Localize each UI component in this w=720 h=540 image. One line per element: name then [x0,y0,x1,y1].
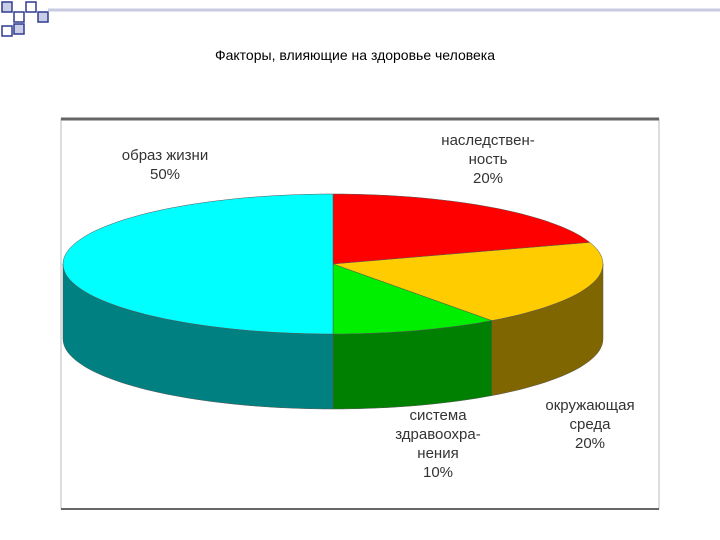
slice-label: образ жизни [122,147,208,164]
slice-value-label: 10% [423,464,453,481]
pie-slice [332,193,591,265]
pie [62,193,604,410]
slice-label: окружающая среда [545,397,634,433]
slice-label: система здравоохра-нения [395,407,480,462]
pie-slice [332,263,493,335]
pie-slice [62,193,334,335]
slice-value-label: 20% [473,170,503,187]
pie-slice [332,242,604,321]
slice-value-label: 20% [575,435,605,452]
slice-value-label: 50% [150,166,180,183]
decoration [1,1,49,37]
slice-label: наследствен-ность [441,132,534,168]
chart-title: Факторы, влияющие на здоровье человека [215,47,495,63]
